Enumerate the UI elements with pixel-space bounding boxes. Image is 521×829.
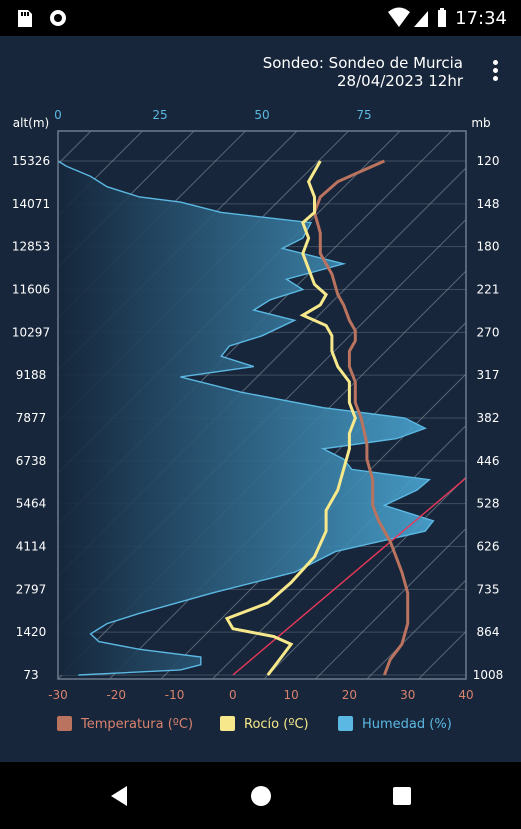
- humidity-area: [58, 161, 434, 675]
- altitude-tick-label: 10297: [12, 325, 50, 339]
- sounding-date: 28/04/2023 12hr: [337, 72, 463, 90]
- legend-swatch-humidity: [338, 716, 353, 731]
- altitude-tick-label: 4114: [16, 540, 47, 554]
- temperature-tick-label: -30: [48, 688, 68, 702]
- sd-card-icon: [18, 10, 32, 27]
- skew-line: [160, 373, 466, 679]
- altitude-tick-label: 73: [23, 668, 38, 682]
- pressure-tick-label: 735: [477, 582, 500, 596]
- pressure-tick-label: 120: [477, 154, 500, 168]
- altitude-tick-label: 6738: [16, 454, 47, 468]
- legend-swatch-temperature: [57, 716, 72, 731]
- pressure-tick-label: 317: [477, 368, 500, 382]
- status-time: 17:34: [455, 8, 507, 29]
- temperature-line: [312, 159, 410, 676]
- pressure-tick-label: 1008: [473, 668, 504, 682]
- altitude-tick-label: 12853: [12, 240, 50, 254]
- more-vert-icon[interactable]: [483, 58, 507, 84]
- cell-signal-icon: [414, 11, 428, 27]
- skew-line: [366, 579, 466, 679]
- legend-label-dew-point: Rocío (ºC): [244, 717, 309, 732]
- temperature-tick-label: -20: [106, 688, 126, 702]
- battery-icon: [438, 8, 446, 27]
- altitude-tick-label: 9188: [16, 368, 47, 382]
- pressure-tick-label: 528: [477, 497, 500, 511]
- humidity-tick-label: 75: [356, 108, 371, 122]
- legend-label-humidity: Humedad (%): [362, 717, 452, 732]
- legend: Temperatura (ºC) Rocío (ºC) Humedad (%): [0, 712, 521, 742]
- temperature-tick-label: -10: [165, 688, 185, 702]
- skew-line: [263, 476, 466, 679]
- right-axis-label: mb: [471, 116, 490, 130]
- temperature-tick-label: 40: [458, 688, 473, 702]
- skew-line: [212, 424, 466, 679]
- pressure-tick-label: 382: [477, 411, 500, 425]
- pressure-tick-label: 148: [477, 197, 500, 211]
- pressure-tick-label: 446: [477, 454, 500, 468]
- reference-line: [232, 477, 466, 676]
- legend-swatch-dew-point: [220, 716, 235, 731]
- altitude-tick-label: 15326: [12, 154, 50, 168]
- recents-icon[interactable]: [387, 781, 417, 811]
- pressure-tick-label: 864: [477, 625, 500, 639]
- left-axis-label: alt(m): [13, 116, 49, 130]
- altitude-tick-label: 5464: [16, 497, 47, 511]
- sounding-title: Sondeo: Sondeo de Murcia 28/04/2023 12hr: [203, 54, 463, 90]
- temperature-tick-label: 30: [400, 688, 415, 702]
- skew-line: [470, 131, 521, 679]
- temperature-tick-label: 0: [229, 688, 237, 702]
- humidity-tick-label: 0: [54, 108, 62, 122]
- altitude-tick-label: 2797: [16, 582, 47, 596]
- skew-line: [0, 131, 40, 679]
- altitude-tick-label: 1420: [16, 625, 47, 639]
- pressure-tick-label: 180: [477, 240, 500, 254]
- pressure-tick-label: 270: [477, 325, 500, 339]
- navigation-bar: [0, 762, 521, 829]
- temperature-tick-label: 10: [284, 688, 299, 702]
- altitude-tick-label: 11606: [12, 283, 50, 297]
- status-icons-left: [18, 10, 66, 27]
- skew-line: [418, 630, 466, 679]
- home-icon[interactable]: [246, 781, 276, 811]
- dew-point-line: [224, 160, 357, 676]
- record-icon: [50, 10, 66, 26]
- humidity-tick-label: 25: [152, 108, 167, 122]
- altitude-tick-label: 14071: [12, 197, 50, 211]
- pressure-tick-label: 221: [477, 283, 500, 297]
- temperature-tick-label: 20: [342, 688, 357, 702]
- humidity-tick-label: 50: [254, 108, 269, 122]
- status-bar: 17:34: [0, 0, 521, 36]
- status-icons-right: [388, 7, 446, 27]
- legend-label-temperature: Temperatura (ºC): [81, 717, 194, 732]
- plot-frame: [57, 130, 467, 680]
- altitude-tick-label: 7877: [16, 411, 47, 425]
- back-icon[interactable]: [105, 781, 135, 811]
- pressure-tick-label: 626: [477, 540, 500, 554]
- wifi-icon: [388, 7, 410, 27]
- sounding-name: Sondeo: Sondeo de Murcia: [262, 54, 463, 72]
